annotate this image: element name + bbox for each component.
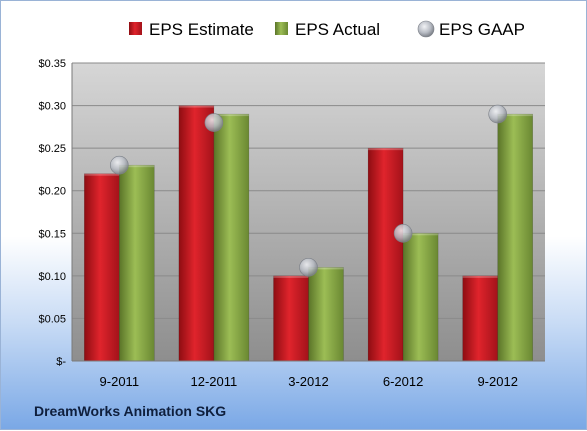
bar-top-highlight — [119, 165, 155, 168]
y-tick-label: $0.25 — [38, 143, 66, 155]
marker-eps-gaap-6-2012 — [393, 223, 413, 243]
marker-eps-gaap-3-2012 — [299, 258, 318, 277]
bar-eps-actual-3-2012 — [308, 267, 344, 362]
bar-top-highlight — [403, 233, 439, 236]
legend-item-eps-estimate: EPS Estimate — [129, 20, 254, 39]
bar-top-highlight — [213, 114, 249, 117]
legend-swatch — [275, 22, 288, 35]
bar-top-highlight — [368, 148, 404, 151]
legend-item-eps-gaap: EPS GAAP — [417, 20, 525, 39]
bar-top-highlight — [273, 275, 309, 278]
legend-label: EPS Actual — [295, 20, 380, 39]
y-tick-label: $0.15 — [38, 228, 66, 240]
y-tick-label: $0.30 — [38, 101, 66, 113]
legend-item-eps-actual: EPS Actual — [275, 20, 380, 39]
marker-eps-gaap-9-2012 — [488, 104, 508, 124]
bar-eps-estimate-6-2012 — [367, 147, 404, 362]
bar-eps-estimate-9-2011 — [84, 173, 120, 362]
marker-eps-gaap-9-2011 — [110, 155, 129, 175]
bar-top-highlight — [497, 114, 533, 117]
bar-top-highlight — [462, 275, 498, 278]
x-tick-label: 12-2011 — [191, 374, 238, 389]
legend-label: EPS GAAP — [439, 20, 525, 39]
y-tick-label: $0.35 — [38, 58, 66, 70]
bar-top-highlight — [308, 267, 344, 270]
bar-eps-estimate-12-2011 — [178, 105, 215, 362]
x-tick-label: 6-2012 — [383, 374, 423, 389]
bar-eps-actual-9-2012 — [497, 113, 533, 362]
y-tick-label: $0.20 — [38, 186, 66, 198]
y-tick-label: $0.05 — [38, 313, 66, 325]
bar-eps-estimate-3-2012 — [273, 275, 309, 362]
company-name: DreamWorks Animation SKG — [34, 403, 227, 419]
x-tick-label: 9-2012 — [477, 374, 517, 389]
x-tick-label: 9-2011 — [100, 374, 140, 389]
bar-eps-actual-6-2012 — [402, 233, 439, 362]
legend-swatch — [417, 20, 435, 38]
bar-eps-actual-9-2011 — [119, 164, 155, 362]
y-tick-label: $- — [56, 356, 66, 368]
legend-label: EPS Estimate — [149, 20, 254, 39]
y-tick-label: $0.10 — [38, 271, 66, 283]
legend-swatch — [129, 22, 142, 35]
bar-top-highlight — [178, 105, 214, 108]
x-tick-label: 3-2012 — [288, 374, 328, 389]
bar-top-highlight — [84, 173, 120, 176]
marker-eps-gaap-12-2011 — [204, 113, 224, 132]
bar-eps-actual-12-2011 — [213, 113, 250, 362]
bar-eps-estimate-9-2012 — [462, 275, 498, 362]
